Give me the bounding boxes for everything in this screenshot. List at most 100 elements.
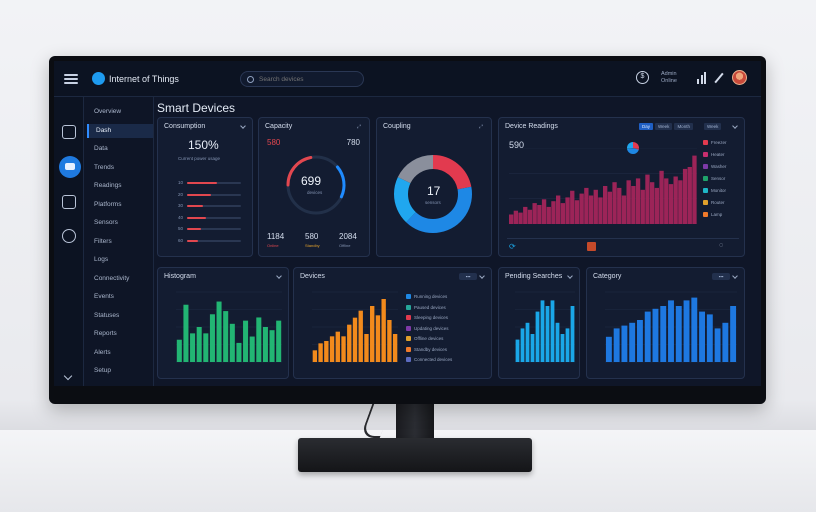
legend-label: Offline devices [414,336,444,341]
reading-bar [532,203,537,224]
expand-icon[interactable]: ⤢ [356,124,361,130]
donut-card-title: Coupling [383,123,411,130]
nav-item[interactable]: Events [94,293,114,300]
nav-item[interactable]: Connectivity [94,274,130,282]
category-filter[interactable]: ▪▪▪ [712,273,730,280]
grid-icon[interactable] [62,195,76,209]
reading-bar [692,155,697,224]
nav-item[interactable]: Platforms [94,200,122,208]
chevron-down-icon[interactable] [63,371,73,381]
legend-item: Freezer [703,140,727,145]
legend-label: Heater [711,152,725,157]
nav-item[interactable]: Readings [94,182,122,189]
bar [269,330,275,362]
search-box[interactable] [240,71,364,87]
reading-bar [556,195,561,224]
bar [352,317,358,362]
nav-item[interactable]: Trends [94,163,114,171]
nav-item[interactable]: Setup [94,367,111,374]
gauge-ring [286,155,346,215]
search-input[interactable] [259,75,355,83]
reading-bar [541,199,547,224]
readings-card: Device Readings Day Week Month Week 590 … [498,117,745,257]
legend-label: Running devices [414,294,448,299]
period-select[interactable]: Week [704,123,722,130]
menu-icon[interactable] [64,73,78,84]
summary-bar-track [187,216,241,219]
nav-item[interactable]: Statuses [94,311,120,319]
summary-bar-label: 60 [178,237,184,243]
nav-panel: Overview Dash Data Trends Readings Platforms S… [84,97,154,386]
bar [613,328,620,362]
summary-bar-row: 50 [178,226,242,232]
sync-icon[interactable]: ◌ [719,242,724,249]
summary-subtitle: Current power usage [178,156,221,161]
summary-bar-label: 20 [178,191,184,197]
readings-chart [509,148,697,224]
nav-item[interactable]: Filters [94,237,112,245]
legend-swatch [406,336,411,341]
summary-bar-row: 10 [178,180,242,186]
legend-label: Router [711,200,725,205]
chevron-down-icon[interactable] [479,273,485,279]
document-icon[interactable] [62,125,76,139]
device-icon[interactable] [59,156,81,178]
summary-bar-fill [187,216,206,219]
logo-icon [92,72,105,85]
gauge-card: Capacity ⤢ 580 780 699 devices 1184 580 … [258,117,370,257]
reading-bar [664,178,669,224]
summary-big-value: 150% [188,138,219,152]
nav-item[interactable]: Dash [87,123,153,138]
chevron-down-icon[interactable] [276,273,282,279]
legend-swatch [703,140,708,145]
chevron-down-icon[interactable] [240,123,246,129]
stats-icon[interactable] [697,71,706,84]
bar [545,306,550,362]
bar [535,311,540,362]
legend-label: Connected devices [414,357,453,362]
nav-item[interactable]: Alerts [94,348,111,356]
tab-month[interactable]: Month [674,123,693,130]
nav-item[interactable]: Overview [94,108,122,115]
bar [347,324,352,362]
nav-item[interactable]: Reports [94,330,117,337]
legend-swatch [406,346,411,352]
nav-item[interactable]: Sensors [94,219,118,226]
readings-tabs: Day Week Month [639,123,693,130]
currency-icon[interactable]: $ [636,71,649,84]
tab-week[interactable]: Week [655,123,673,130]
refresh-icon[interactable]: ⟳ [509,242,516,251]
legend-item: Offline devices [406,336,443,341]
bar [660,306,667,362]
nav-item[interactable]: Logs [94,256,109,263]
devices-filter[interactable]: ▪▪▪ [459,273,477,280]
tab-day[interactable]: Day [639,123,654,130]
reading-bar [537,205,542,224]
avatar[interactable] [732,70,747,85]
legend-item: Connected devices [406,357,452,362]
reading-bar [603,186,608,224]
edit-icon[interactable] [714,72,724,83]
bar [183,304,189,362]
bar [358,310,363,362]
nav-item[interactable]: Data [94,145,108,152]
bar [560,334,565,362]
chevron-down-icon[interactable] [732,123,738,129]
gauge-value-label: devices [307,190,323,195]
user-state: Online [661,77,677,84]
reading-bar [588,195,594,224]
bar [621,325,628,362]
legend-label: Sleeping devices [414,315,449,320]
expand-icon[interactable]: ⤢ [478,124,483,130]
devices-card: Devices ▪▪▪ Running devices Paused device… [293,267,492,379]
reading-bar [668,184,674,224]
summary-bar-row: 20 [178,192,242,198]
chevron-down-icon[interactable] [732,273,738,279]
reading-bar [546,206,551,224]
summary-bar-label: 50 [178,226,184,231]
legend-label: Monitor [711,188,727,193]
leaf-icon[interactable] [62,229,76,243]
donut-segment [394,155,472,233]
chevron-down-icon[interactable] [567,273,573,279]
legend-swatch [703,212,708,217]
